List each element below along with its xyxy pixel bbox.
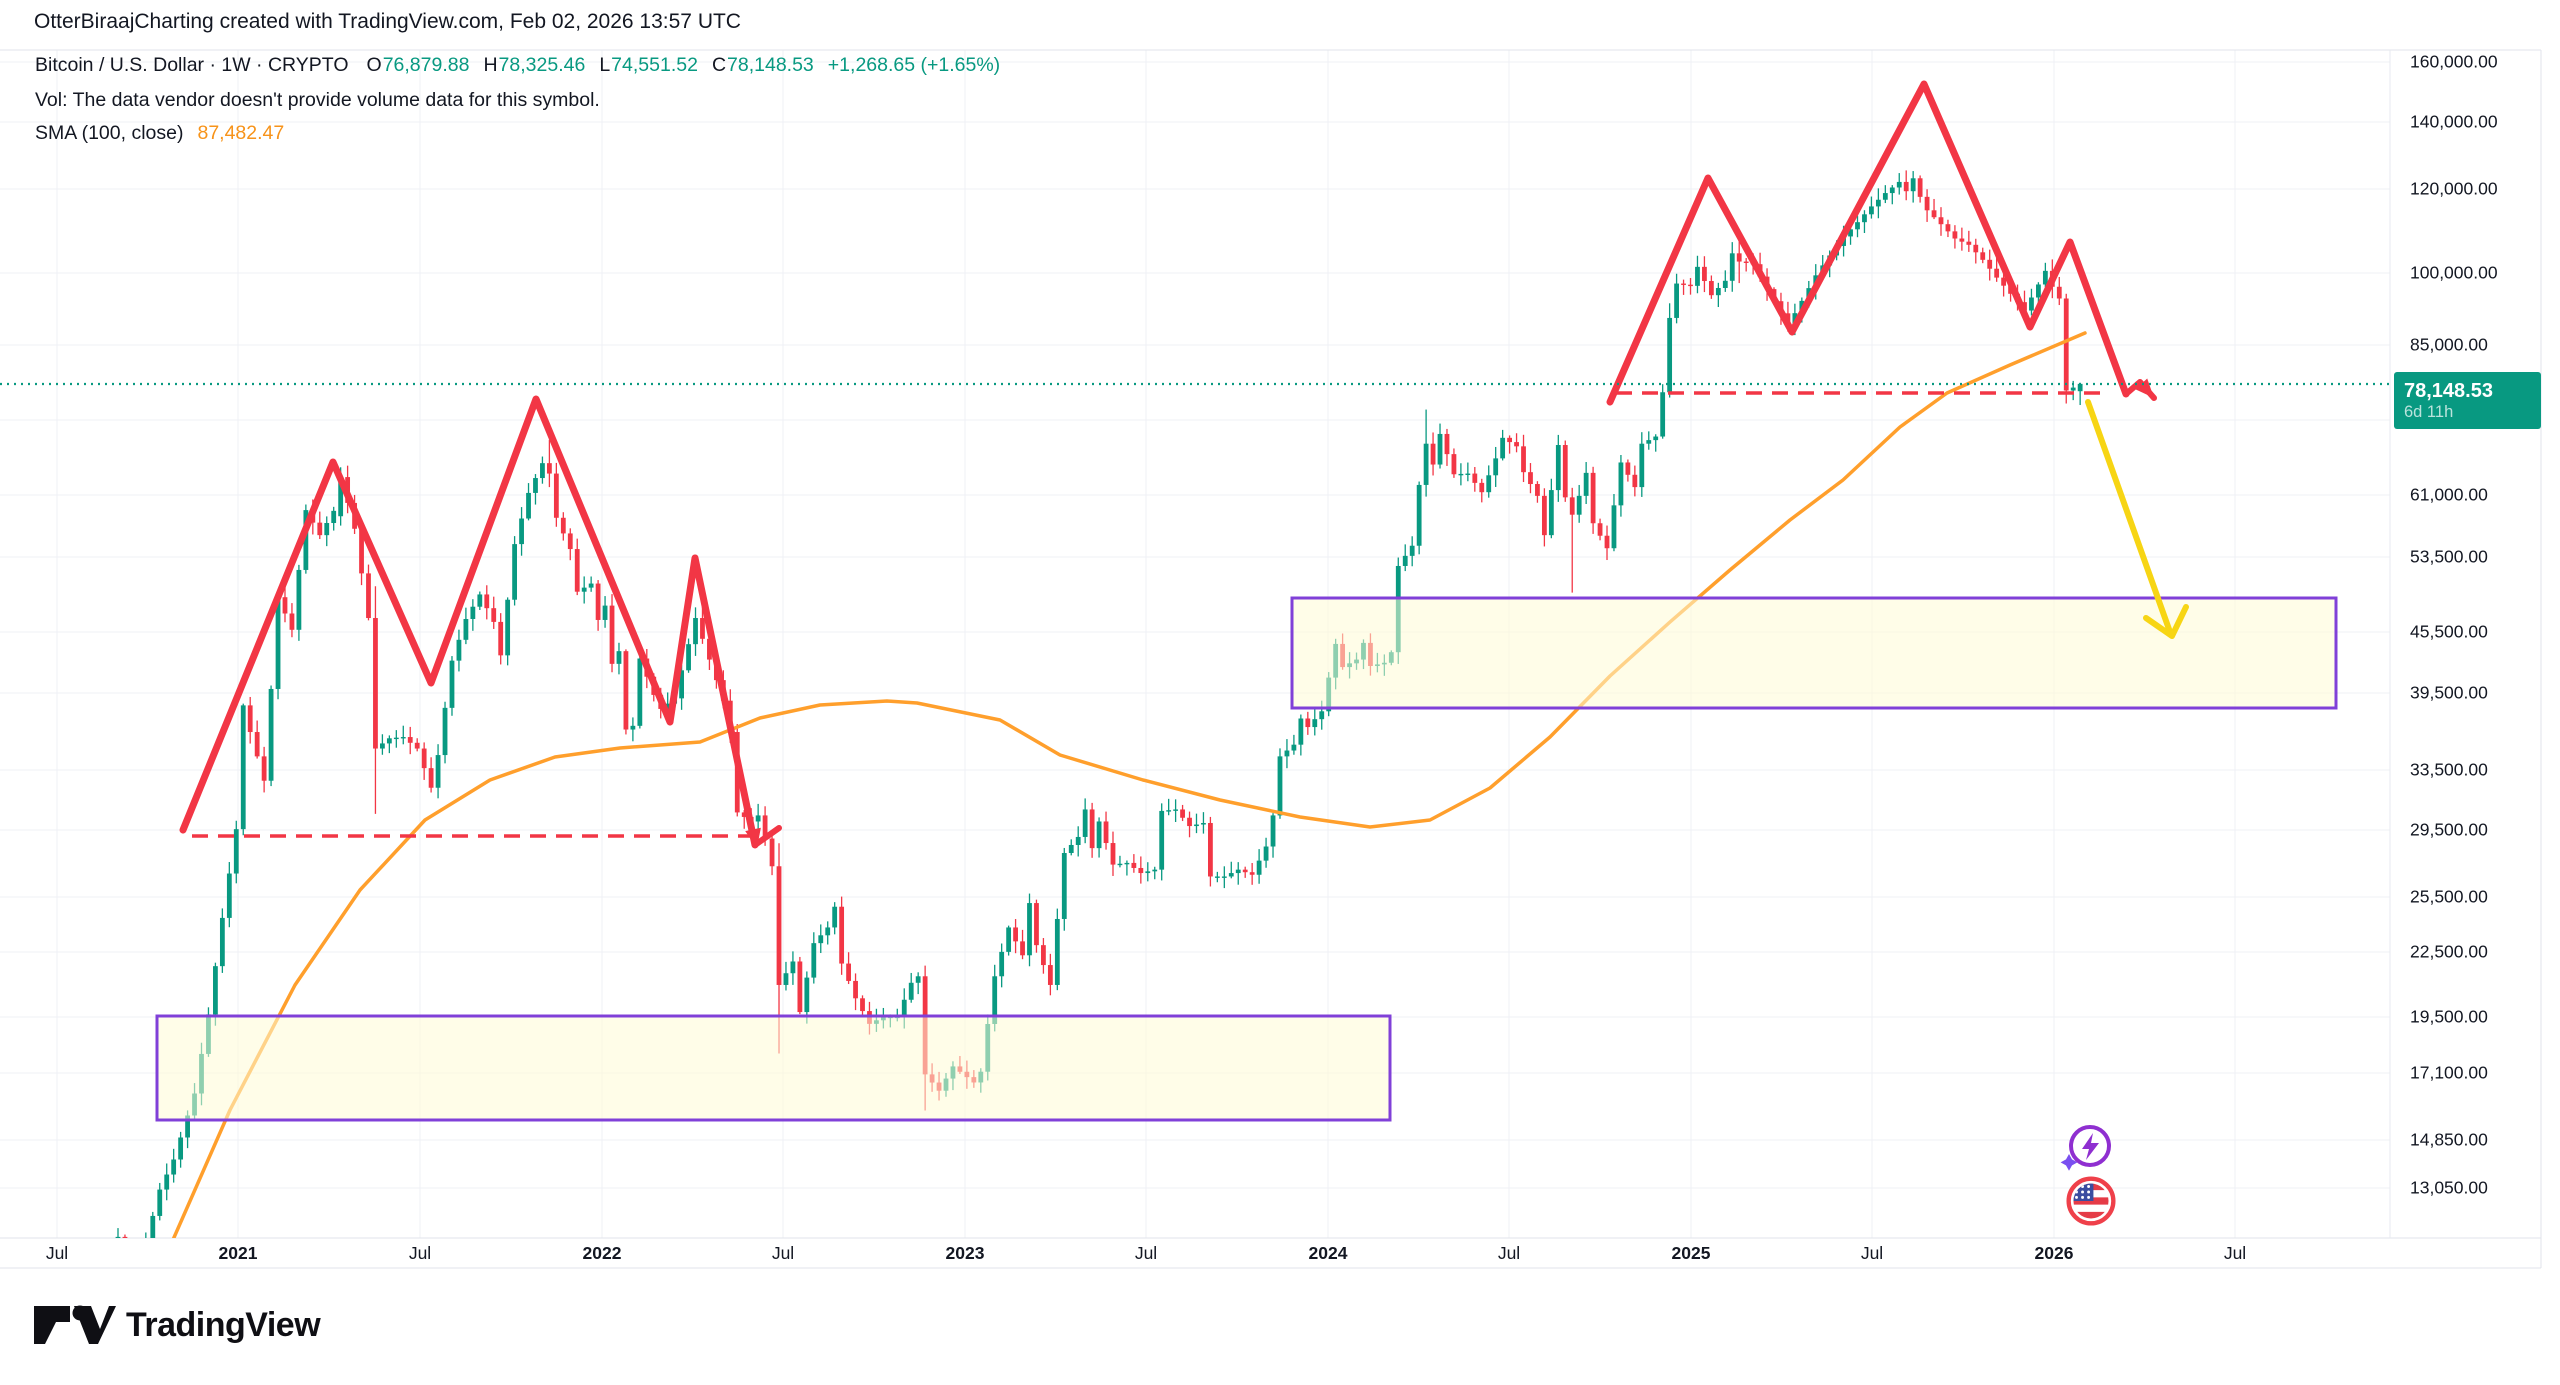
volume-note-row: Vol: The data vendor doesn't provide vol… xyxy=(35,89,600,112)
candle-countdown: 6d 11h xyxy=(2404,403,2454,422)
change-value: +1,268.65 (+1.65%) xyxy=(827,54,1001,76)
sma-line[interactable] xyxy=(165,331,2087,1258)
zigzag-right-trendline[interactable] xyxy=(1606,80,2160,406)
x-axis-label: Jul xyxy=(1860,1243,1884,1263)
y-axis-label: 22,500.00 xyxy=(2410,941,2488,962)
x-axis-label: Jul xyxy=(2223,1243,2247,1263)
tradingview-logo-icon xyxy=(34,1305,116,1344)
y-axis-label: 85,000.00 xyxy=(2410,334,2488,355)
us-flag-badge-icon[interactable] xyxy=(2062,1172,2120,1230)
x-axis-label: Jul xyxy=(45,1243,69,1263)
y-axis-label: 13,050.00 xyxy=(2410,1177,2488,1198)
attribution-text: OtterBiraajCharting created with Trading… xyxy=(34,10,741,33)
last-price-value: 78,148.53 xyxy=(2404,380,2493,403)
x-axis-label: Jul xyxy=(408,1243,432,1263)
volume-note: Vol: The data vendor doesn't provide vol… xyxy=(35,89,600,111)
symbol-legend-row[interactable]: Bitcoin / U.S. Dollar · 1W · CRYPTO O76,… xyxy=(35,54,1000,77)
chart-frame xyxy=(0,49,2542,1269)
y-axis-label: 120,000.00 xyxy=(2410,178,2498,199)
zigzag-left-trendline[interactable] xyxy=(179,395,782,850)
x-axis-label: Jul xyxy=(1134,1243,1158,1263)
x-axis-label: 2023 xyxy=(945,1243,985,1263)
y-axis-label: 53,500.00 xyxy=(2410,546,2488,567)
tradingview-wordmark: TradingView xyxy=(126,1305,321,1344)
open-value: 76,879.88 xyxy=(382,54,470,76)
x-axis-label: 2024 xyxy=(1308,1243,1348,1263)
high-label: H xyxy=(483,54,498,76)
x-axis-label: 2025 xyxy=(1671,1243,1711,1263)
x-axis-label: 2022 xyxy=(582,1243,622,1263)
y-axis-label: 17,100.00 xyxy=(2410,1062,2488,1083)
low-label: L xyxy=(599,54,611,76)
y-axis-label: 14,850.00 xyxy=(2410,1129,2488,1150)
plot-area[interactable] xyxy=(115,80,2338,1280)
y-axis-label: 19,500.00 xyxy=(2410,1006,2488,1027)
y-axis-label: 140,000.00 xyxy=(2410,111,2498,132)
close-label: C xyxy=(711,54,727,76)
low-value: 74,551.52 xyxy=(611,54,698,76)
x-axis-label: Jul xyxy=(1497,1243,1521,1263)
y-axis-label: 25,500.00 xyxy=(2410,886,2488,907)
ai-spark-badge-icon[interactable] xyxy=(2057,1118,2115,1176)
y-axis-label: 29,500.00 xyxy=(2410,819,2488,840)
x-axis-label: 2026 xyxy=(2034,1243,2074,1263)
x-axis-label: Jul xyxy=(771,1243,795,1263)
high-value: 78,325.46 xyxy=(498,54,586,76)
x-axis-label: 2021 xyxy=(218,1243,258,1263)
sma-label[interactable]: SMA (100, close) xyxy=(35,122,184,144)
sma-legend-row[interactable]: SMA (100, close) 87,482.47 xyxy=(35,122,284,145)
tradingview-logo[interactable]: TradingView xyxy=(30,1298,321,1352)
y-axis-label: 45,500.00 xyxy=(2410,621,2488,642)
symbol-title[interactable]: Bitcoin / U.S. Dollar · 1W · CRYPTO xyxy=(35,54,349,76)
last-price-tag: 78,148.53 6d 11h xyxy=(2394,372,2541,429)
y-axis-label: 61,000.00 xyxy=(2410,484,2488,505)
yellow-projection-arrow[interactable] xyxy=(2085,399,2189,639)
y-axis-label: 33,500.00 xyxy=(2410,759,2488,780)
sma-value: 87,482.47 xyxy=(197,122,285,144)
y-axis-label: 100,000.00 xyxy=(2410,262,2498,283)
y-axis-label: 39,500.00 xyxy=(2410,682,2488,703)
close-value: 78,148.53 xyxy=(727,54,814,76)
y-axis-label: 160,000.00 xyxy=(2410,51,2498,72)
box-left-zone[interactable] xyxy=(155,1014,1392,1122)
open-label: O xyxy=(366,54,382,76)
